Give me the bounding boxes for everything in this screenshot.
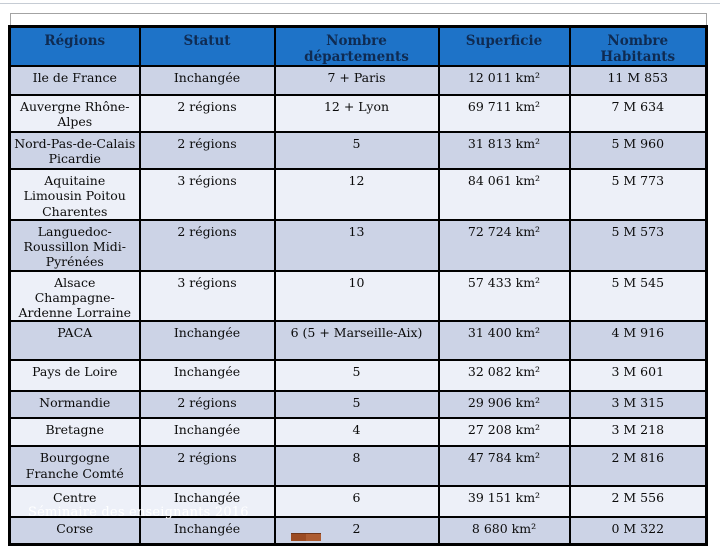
cell-habitants: 7 M 634 [568, 94, 708, 134]
cell-region: Nord-Pas-de-Calais Picardie [8, 131, 141, 171]
slide-footer-text: Séminaire des enseignants 2016 [28, 505, 249, 520]
cell-statut: Inchangée [138, 320, 276, 362]
cell-statut: 2 régions [138, 94, 276, 134]
cell-statut: 2 régions [138, 390, 276, 420]
cell-habitants: 3 M 601 [568, 359, 708, 393]
cell-region: Centre [8, 485, 141, 519]
cell-region: Auvergne Rhône-Alpes [8, 94, 141, 134]
cell-departements: 10 [273, 269, 440, 323]
cell-habitants: 2 M 816 [568, 445, 708, 488]
cell-superficie: 8 680 km² [437, 516, 571, 546]
cell-habitants: 5 M 573 [568, 218, 708, 272]
cell-statut: Inchangée [138, 359, 276, 393]
table-row: Corse Inchangée 2 8 680 km² 0 M 322 [8, 516, 708, 546]
table-row: Aquitaine Limousin Poitou Charentes 3 ré… [8, 168, 708, 221]
table-header-row: Régions Statut Nombre départements Super… [8, 25, 708, 68]
cell-region: Normandie [8, 390, 141, 420]
cell-departements: 5 [273, 390, 440, 420]
cell-superficie: 57 433 km² [437, 269, 571, 323]
header-statut: Statut [138, 25, 276, 68]
table-row: Languedoc-Roussillon Midi-Pyrénées 2 rég… [8, 218, 708, 272]
cell-superficie: 27 208 km² [437, 417, 571, 448]
cell-habitants: 5 M 773 [568, 168, 708, 221]
cell-superficie: 47 784 km² [437, 445, 571, 488]
cell-statut: 3 régions [138, 269, 276, 323]
cell-superficie: 12 011 km² [437, 65, 571, 97]
table-row: PACA Inchangée 6 (5 + Marseille-Aix) 31 … [8, 320, 708, 362]
cell-superficie: 32 082 km² [437, 359, 571, 393]
slide-number-box-right [306, 533, 321, 541]
table-row: Pays de Loire Inchangée 5 32 082 km² 3 M… [8, 359, 708, 393]
cell-statut: Inchangée [138, 65, 276, 97]
cell-departements: 8 [273, 445, 440, 488]
top-divider-line [0, 3, 720, 4]
header-superficie: Superficie [437, 25, 571, 68]
cell-region: Bourgogne Franche Comté [8, 445, 141, 488]
table-row: Centre Inchangée 6 39 151 km² 2 M 556 [8, 485, 708, 519]
cell-statut: 3 régions [138, 168, 276, 221]
cell-region: Ile de France [8, 65, 141, 97]
table-row: Alsace Champagne-Ardenne Lorraine 3 régi… [8, 269, 708, 323]
cell-habitants: 3 M 218 [568, 417, 708, 448]
table-row: Ile de France Inchangée 7 + Paris 12 011… [8, 65, 708, 97]
table-row: Bretagne Inchangée 4 27 208 km² 3 M 218 [8, 417, 708, 448]
cell-statut: 2 régions [138, 131, 276, 171]
cell-habitants: 11 M 853 [568, 65, 708, 97]
cell-superficie: 31 400 km² [437, 320, 571, 362]
cell-departements: 12 [273, 168, 440, 221]
cell-region: Languedoc-Roussillon Midi-Pyrénées [8, 218, 141, 272]
cell-habitants: 4 M 916 [568, 320, 708, 362]
cell-habitants: 2 M 556 [568, 485, 708, 519]
cell-region: Aquitaine Limousin Poitou Charentes [8, 168, 141, 221]
cell-habitants: 0 M 322 [568, 516, 708, 546]
cell-statut: 2 régions [138, 445, 276, 488]
cell-superficie: 31 813 km² [437, 131, 571, 171]
cell-habitants: 5 M 545 [568, 269, 708, 323]
cell-region: PACA [8, 320, 141, 362]
header-departements: Nombre départements [273, 25, 440, 68]
regions-table: Régions Statut Nombre départements Super… [8, 25, 708, 546]
table-row: Nord-Pas-de-Calais Picardie 2 régions 5 … [8, 131, 708, 171]
cell-region: Pays de Loire [8, 359, 141, 393]
cell-habitants: 3 M 315 [568, 390, 708, 420]
cell-superficie: 72 724 km² [437, 218, 571, 272]
cell-superficie: 69 711 km² [437, 94, 571, 134]
slide-number-box-left [291, 533, 306, 541]
cell-statut: Inchangée [138, 516, 276, 546]
cell-superficie: 29 906 km² [437, 390, 571, 420]
cell-departements: 5 [273, 359, 440, 393]
table-row: Bourgogne Franche Comté 2 régions 8 47 7… [8, 445, 708, 488]
cell-superficie: 39 151 km² [437, 485, 571, 519]
cell-departements: 12 + Lyon [273, 94, 440, 134]
cell-departements: 4 [273, 417, 440, 448]
header-regions: Régions [8, 25, 141, 68]
cell-statut: Inchangée [138, 417, 276, 448]
header-habitants: Nombre Habitants [568, 25, 708, 68]
cell-habitants: 5 M 960 [568, 131, 708, 171]
cell-statut: 2 régions [138, 218, 276, 272]
cell-departements: 6 (5 + Marseille-Aix) [273, 320, 440, 362]
cell-superficie: 84 061 km² [437, 168, 571, 221]
table-row: Normandie 2 régions 5 29 906 km² 3 M 315 [8, 390, 708, 420]
cell-departements: 13 [273, 218, 440, 272]
cell-departements: 5 [273, 131, 440, 171]
slide-number-box [291, 533, 321, 541]
table-row: Auvergne Rhône-Alpes 2 régions 12 + Lyon… [8, 94, 708, 134]
cell-region: Bretagne [8, 417, 141, 448]
cell-departements: 6 [273, 485, 440, 519]
cell-departements: 7 + Paris [273, 65, 440, 97]
cell-region: Alsace Champagne-Ardenne Lorraine [8, 269, 141, 323]
cell-statut: Inchangée [138, 485, 276, 519]
cell-region: Corse [8, 516, 141, 546]
